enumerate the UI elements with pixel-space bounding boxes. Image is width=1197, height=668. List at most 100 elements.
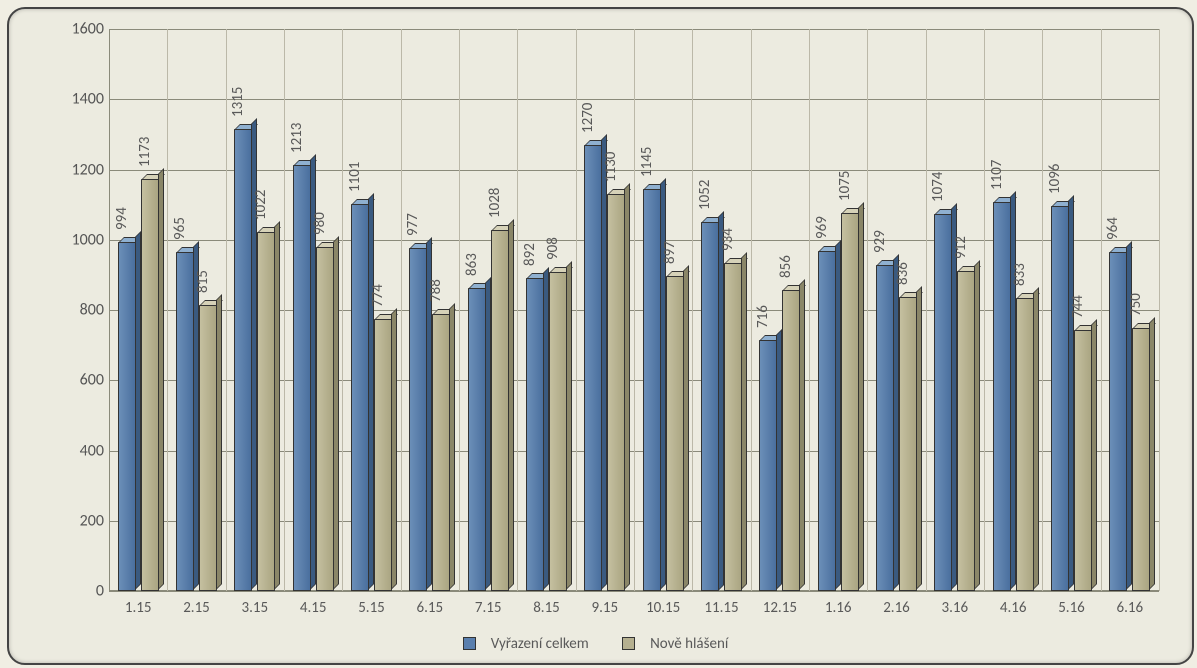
x-tick-label: 5.16	[1042, 599, 1100, 617]
x-tick-label: 12.15	[751, 599, 809, 617]
bar-group: 11.151052934	[692, 29, 750, 591]
x-tick-label: 1.16	[809, 599, 867, 617]
data-label: 892	[521, 243, 539, 266]
bar-series-2	[724, 263, 742, 591]
bar-group: 9.1512701130	[576, 29, 634, 591]
data-label: 908	[544, 237, 562, 260]
bar-series-2	[957, 271, 975, 591]
data-label: 774	[369, 284, 387, 307]
x-tick-label: 5.15	[342, 599, 400, 617]
x-tick-label: 6.15	[401, 599, 459, 617]
bar-group: 2.15965815	[167, 29, 225, 591]
bar-series-1	[818, 251, 836, 591]
bar-series-1	[234, 129, 252, 591]
bar-series-1	[876, 265, 894, 591]
bar-series-2	[899, 297, 917, 591]
y-tick-label: 0	[54, 582, 104, 601]
y-tick-label: 600	[54, 371, 104, 390]
data-label: 1028	[486, 188, 504, 218]
data-label: 863	[463, 253, 481, 276]
bar-series-1	[176, 252, 194, 591]
bar-series-1	[1051, 206, 1069, 591]
bar-group: 4.161107833	[984, 29, 1042, 591]
legend: Vyřazení celkem Nově hlášení	[9, 635, 1192, 656]
data-label: 1075	[836, 171, 854, 201]
data-label: 1145	[638, 146, 656, 176]
bar-series-2	[1132, 328, 1150, 591]
bar-series-2	[1016, 298, 1034, 591]
bar-group: 4.151213980	[284, 29, 342, 591]
bar-series-1	[468, 288, 486, 591]
y-tick-label: 200	[54, 511, 104, 530]
bar-group: 6.16964750	[1101, 29, 1159, 591]
data-label: 716	[754, 305, 772, 328]
bar-group: 5.161096744	[1042, 29, 1100, 591]
data-label: 788	[427, 279, 445, 302]
data-label: 994	[113, 207, 131, 230]
bar-group: 7.158631028	[459, 29, 517, 591]
data-label: 964	[1104, 218, 1122, 241]
bar-series-1	[293, 165, 311, 591]
bar-group: 6.15977788	[401, 29, 459, 591]
bar-series-2	[607, 194, 625, 591]
bar-series-2	[666, 276, 684, 591]
y-tick-label: 400	[54, 441, 104, 460]
y-tick-label: 1600	[54, 20, 104, 39]
bar-series-1	[526, 278, 544, 591]
data-label: 977	[404, 213, 422, 236]
bar-group: 2.16929836	[867, 29, 925, 591]
bar-series-2	[374, 319, 392, 591]
legend-label-2: Nově hlášení	[650, 635, 728, 653]
y-tick-label: 800	[54, 301, 104, 320]
bar-series-2	[782, 290, 800, 591]
data-label: 833	[1011, 264, 1029, 287]
legend-swatch-olive	[622, 637, 635, 650]
data-label: 1101	[346, 162, 364, 192]
data-label: 1052	[696, 179, 714, 209]
x-tick-line	[1159, 29, 1160, 591]
data-label: 836	[894, 263, 912, 286]
bar-series-1	[584, 145, 602, 591]
bar-series-1	[934, 214, 952, 591]
bar-series-1	[643, 189, 661, 591]
bar-group: 8.15892908	[517, 29, 575, 591]
x-tick-label: 11.15	[692, 599, 750, 617]
legend-label-1: Vyřazení celkem	[491, 635, 589, 653]
x-tick-label: 6.16	[1101, 599, 1159, 617]
bar-group: 3.1513151022	[226, 29, 284, 591]
x-tick-label: 9.15	[576, 599, 634, 617]
data-label: 1096	[1046, 164, 1064, 194]
bar-group: 5.151101774	[342, 29, 400, 591]
data-label: 1270	[579, 103, 597, 133]
plot-area: 02004006008001000120014001600 1.15994117…	[54, 29, 1159, 591]
bar-series-2	[199, 305, 217, 591]
bar-series-2	[549, 272, 567, 591]
data-label: 1213	[288, 123, 306, 153]
x-tick-label: 1.15	[109, 599, 167, 617]
chart-frame: 02004006008001000120014001600 1.15994117…	[7, 7, 1194, 665]
bar-group: 10.151145897	[634, 29, 692, 591]
y-tick-label: 1000	[54, 230, 104, 249]
bar-series-2	[1074, 330, 1092, 591]
data-label: 965	[171, 217, 189, 240]
data-label: 1315	[229, 87, 247, 117]
bar-series-2	[432, 314, 450, 591]
x-tick-label: 4.15	[284, 599, 342, 617]
data-label: 1130	[602, 152, 620, 182]
data-label: 934	[719, 228, 737, 251]
data-label: 980	[311, 212, 329, 235]
bar-series-2	[141, 179, 159, 591]
gridline	[109, 591, 1159, 592]
data-label: 929	[871, 230, 889, 253]
x-tick-label: 3.15	[226, 599, 284, 617]
bar-series-2	[257, 232, 275, 591]
data-label: 1022	[252, 190, 270, 220]
bar-series-1	[993, 202, 1011, 591]
bar-series-1	[701, 222, 719, 592]
data-label: 897	[661, 241, 679, 264]
bar-group: 1.169691075	[809, 29, 867, 591]
x-tick-label: 2.15	[167, 599, 225, 617]
legend-item-series-2: Nově hlášení	[622, 635, 738, 653]
bar-group: 3.161074912	[926, 29, 984, 591]
bars-container: 1.1599411732.159658153.15131510224.15121…	[109, 29, 1159, 591]
